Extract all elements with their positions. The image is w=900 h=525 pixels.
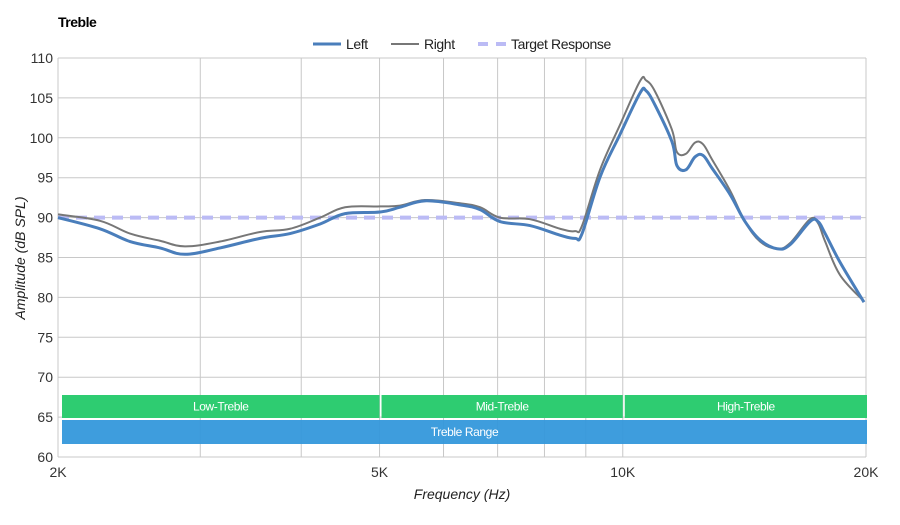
legend-label: Target Response xyxy=(511,36,611,52)
x-axis-label: Frequency (Hz) xyxy=(414,486,510,502)
x-tick-label: 2K xyxy=(49,464,67,480)
band-annotations: Low-Treble Mid-Treble High-Treble Treble Ra… xyxy=(62,395,867,444)
y-tick-label: 60 xyxy=(37,449,53,465)
series-lines xyxy=(57,75,866,303)
legend-label: Right xyxy=(424,36,455,52)
y-tick-label: 70 xyxy=(37,369,53,385)
axes: 60 65 70 75 80 85 90 95 100 105 110 2K 5K 10K 20K xyxy=(30,50,879,480)
y-tick-label: 95 xyxy=(37,170,53,186)
chart-title: Treble xyxy=(58,14,97,30)
x-tick-label: 5K xyxy=(371,464,389,480)
x-tick-label: 20K xyxy=(854,464,880,480)
band-mid-treble xyxy=(381,395,623,418)
band-label: Treble Range xyxy=(431,425,499,439)
y-tick-label: 105 xyxy=(30,90,54,106)
y-tick-label: 90 xyxy=(37,210,53,226)
band-high-treble xyxy=(624,395,867,418)
y-tick-label: 85 xyxy=(37,250,53,266)
x-tick-label: 10K xyxy=(610,464,636,480)
y-tick-label: 65 xyxy=(37,409,53,425)
band-label: High-Treble xyxy=(717,400,776,414)
y-axis-label: Amplitude (dB SPL) xyxy=(12,197,28,321)
series-right xyxy=(57,75,865,303)
band-low-treble xyxy=(62,395,380,418)
band-label: Mid-Treble xyxy=(476,400,530,414)
series-left xyxy=(57,86,866,303)
legend-label: Left xyxy=(346,36,368,52)
y-tick-label: 110 xyxy=(31,50,54,66)
band-treble-range xyxy=(62,420,867,444)
y-tick-label: 75 xyxy=(37,329,53,345)
y-tick-label: 100 xyxy=(30,130,54,146)
y-tick-label: 80 xyxy=(37,289,53,305)
legend: Left Right Target Response xyxy=(313,36,612,52)
band-label: Low-Treble xyxy=(193,400,249,414)
grid xyxy=(57,57,867,458)
